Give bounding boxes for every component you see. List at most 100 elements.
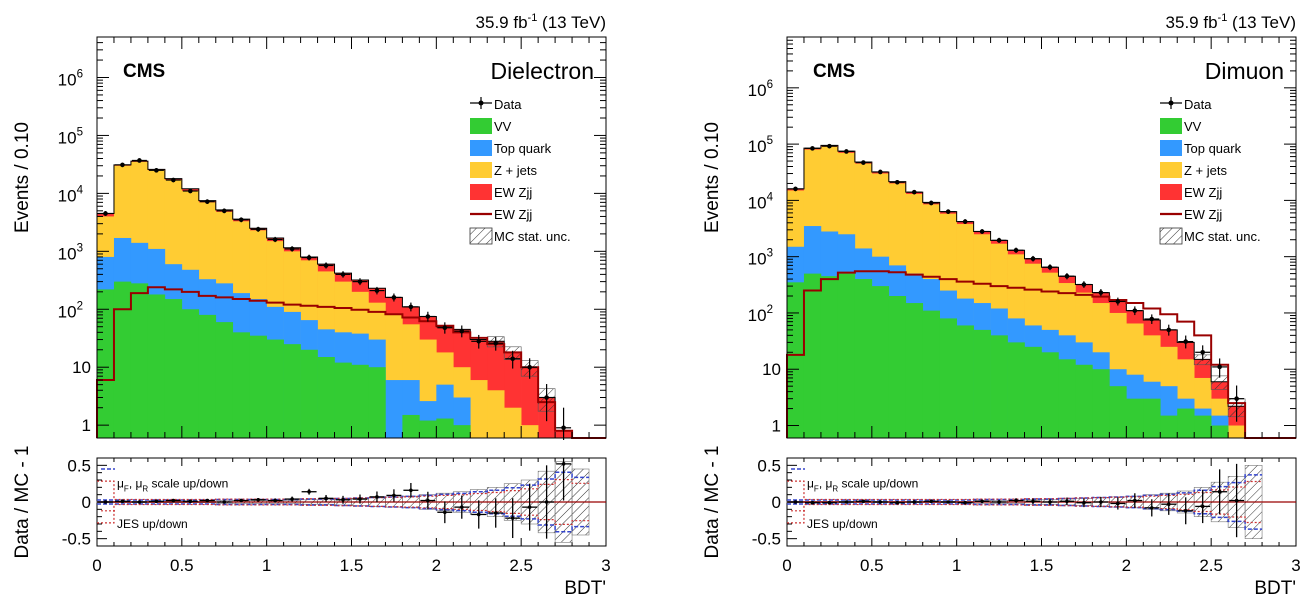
legend: Data VV Top quark Z + jets EW Zjj EW Zjj MC st… (469, 97, 571, 245)
y-tick-label: 102 (748, 304, 773, 325)
ratio-point (426, 498, 430, 503)
stack-vv (787, 273, 1229, 438)
legend-swatch (470, 162, 492, 178)
ratio-point (844, 500, 849, 504)
data-point (476, 338, 482, 344)
ratio-point (827, 500, 832, 505)
experiment-label: CMS (813, 61, 855, 82)
ratio-point (273, 498, 277, 503)
y-tick-label: 10 (72, 358, 91, 377)
data-point (391, 295, 397, 300)
x-tick-label: 2.5 (1199, 556, 1223, 575)
ratio-point (997, 500, 1001, 504)
bar (249, 335, 267, 438)
bar (470, 380, 488, 438)
jes-down-line (787, 503, 1263, 524)
ratio-point (493, 511, 498, 515)
ratio-point (256, 498, 260, 502)
ratio-point (878, 500, 883, 504)
y-tick-label: 106 (748, 79, 773, 100)
scale-annotation: μF, μR scale up/down (807, 477, 918, 494)
bar (198, 314, 217, 438)
legend-swatch (1160, 140, 1182, 156)
ratio-tick-label: -0.5 (752, 530, 781, 549)
bar (1143, 398, 1161, 438)
y-axis-ticks (787, 36, 1296, 427)
legend-swatch (470, 118, 492, 134)
x-tick-label: 3 (601, 556, 610, 575)
legend-label: VV (1184, 119, 1202, 134)
bar (1126, 398, 1144, 438)
ratio-point (324, 496, 328, 501)
ratio-tick-label: -0.5 (62, 530, 91, 549)
ratio-point (358, 497, 362, 501)
bar (820, 276, 839, 438)
data-point (171, 177, 176, 183)
y-tick-label: 1 (82, 416, 91, 435)
bar (1092, 369, 1110, 438)
bar (317, 357, 335, 438)
ratio-point (205, 498, 210, 503)
data-point (357, 279, 363, 284)
ratio-point (375, 495, 379, 499)
legend-label: EW Zjj (494, 207, 532, 222)
legend-label: EW Zjj (1184, 185, 1222, 200)
data-point (878, 169, 883, 175)
y-tick-label: 105 (748, 135, 773, 156)
legend-swatch (470, 140, 492, 156)
data-point (120, 162, 125, 168)
bar (453, 425, 471, 438)
bar (402, 414, 420, 438)
data-point (493, 340, 499, 346)
ratio-point (1133, 498, 1137, 503)
data-point (221, 208, 227, 214)
bar (922, 310, 940, 438)
legend-swatch (1160, 162, 1182, 178)
data-point (442, 325, 448, 331)
data-point (154, 168, 159, 173)
ratio-point (171, 498, 176, 503)
ratio-point (188, 499, 193, 504)
data-point (1030, 256, 1036, 262)
ratio-point (1200, 504, 1205, 509)
data-point (459, 328, 465, 334)
data-point (238, 217, 244, 223)
bar (334, 362, 352, 438)
y-tick-label: 10 (762, 360, 781, 379)
bar (487, 390, 505, 438)
data-point (911, 189, 917, 195)
y-axis-title: Events / 0.10 (702, 122, 723, 233)
bar (504, 407, 522, 438)
ratio-point (307, 489, 311, 494)
legend-swatch (1160, 184, 1182, 200)
bar (164, 299, 183, 438)
jes-annotation: JES up/down (807, 517, 878, 531)
data-point (1047, 264, 1053, 270)
legend-label: Z + jets (494, 163, 537, 178)
ratio-point (1099, 500, 1103, 504)
ratio-point (1048, 500, 1052, 504)
legend-hatch (1159, 227, 1183, 245)
data-point (979, 229, 985, 234)
bar (368, 367, 386, 438)
bar (1160, 415, 1178, 438)
x-axis-title: BDT' (564, 578, 606, 599)
bar (351, 364, 369, 438)
data-point (204, 199, 210, 204)
bar (888, 296, 907, 438)
bar (419, 420, 437, 438)
bar (181, 309, 200, 438)
bar (905, 303, 924, 438)
x-axis-title: BDT' (1254, 578, 1296, 599)
data-point (1098, 290, 1104, 295)
x-tick-label: 1 (952, 556, 961, 575)
bar (1211, 425, 1229, 438)
legend-swatch (470, 184, 492, 200)
x-tick-label: 2.5 (509, 556, 533, 575)
data-point (137, 158, 142, 163)
bar (215, 322, 234, 438)
bar (837, 273, 856, 438)
x-axis-ticks (786, 37, 1297, 546)
data-point (425, 314, 431, 319)
